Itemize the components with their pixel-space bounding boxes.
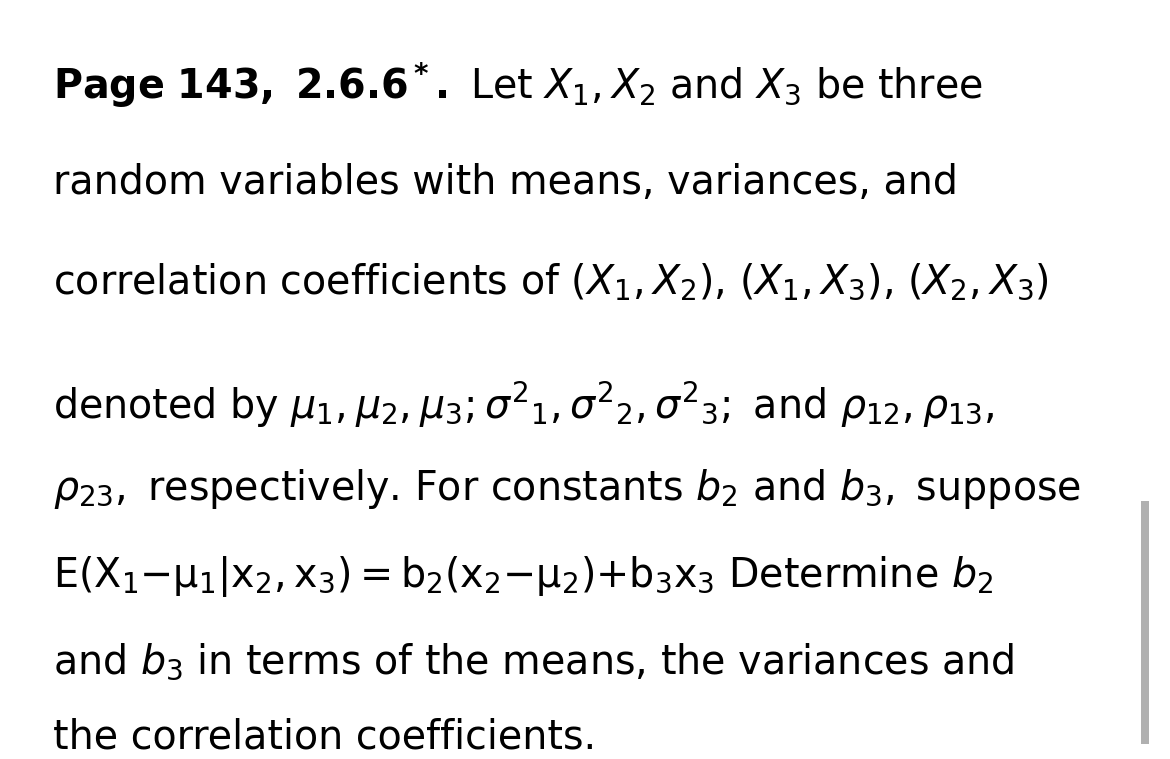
Bar bbox=[1141, 501, 1149, 744]
Text: denoted by $\mu_1, \mu_2, \mu_3; \sigma^2{}_1, \sigma^2{}_2, \sigma^2{}_3;$ and : denoted by $\mu_1, \mu_2, \mu_3; \sigma^… bbox=[53, 380, 994, 430]
Text: $\bf{Page\ 143,\ 2.6.6^*.}$ Let $X_1, X_2$ and $X_3$ be three: $\bf{Page\ 143,\ 2.6.6^*.}$ Let $X_1, X_… bbox=[53, 61, 983, 110]
Text: $\rho_{23},$ respectively. For constants $b_2$ and $b_3,$ suppose: $\rho_{23},$ respectively. For constants… bbox=[53, 467, 1081, 511]
Text: random variables with means, variances, and: random variables with means, variances, … bbox=[53, 163, 958, 203]
Text: $\rm{E}(X_1{-}\mu_1|x_2, x_3) = b_2(x_2{-}\mu_2){+}b_3x_3$ Determine $b_2$: $\rm{E}(X_1{-}\mu_1|x_2, x_3) = b_2(x_2{… bbox=[53, 554, 992, 599]
Text: and $b_3$ in terms of the means, the variances and: and $b_3$ in terms of the means, the var… bbox=[53, 641, 1014, 682]
Text: the correlation coefficients.: the correlation coefficients. bbox=[53, 717, 596, 757]
Text: correlation coefficients of $(X_1, X_2)$, $(X_1, X_3)$, $(X_2, X_3)$: correlation coefficients of $(X_1, X_2)$… bbox=[53, 262, 1048, 303]
